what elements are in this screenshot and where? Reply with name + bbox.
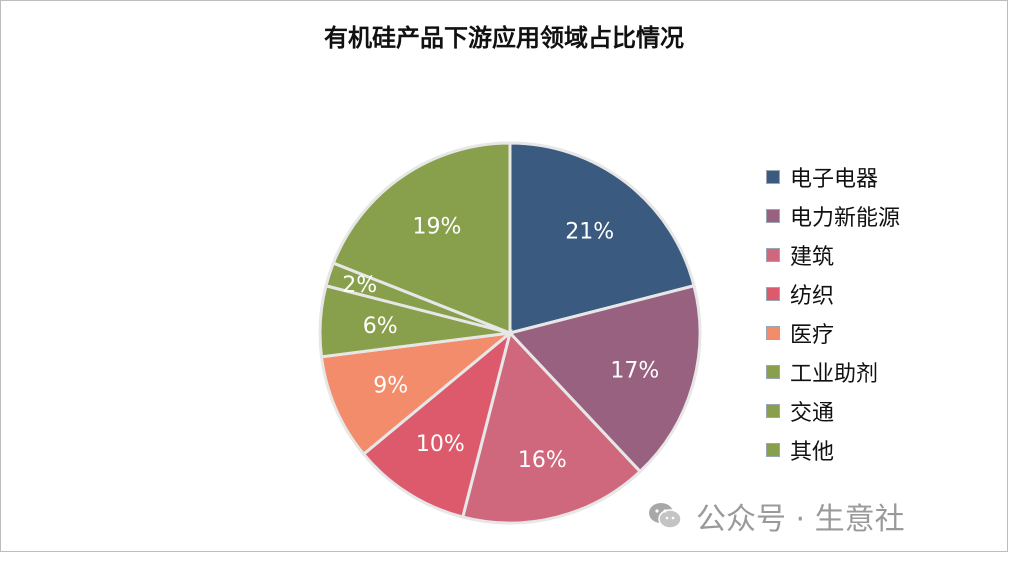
legend-item-1: 电力新能源: [766, 196, 900, 235]
legend-swatch: [766, 247, 780, 262]
legend-item-2: 建筑: [766, 235, 900, 274]
legend-item-5: 工业助剂: [766, 352, 900, 391]
slice-label-4: 9%: [373, 374, 408, 399]
pie-slice-2: [460, 329, 643, 525]
slice-label-0: 21%: [565, 219, 614, 244]
legend-item-7: 其他: [766, 430, 900, 469]
pie-slice-3: [361, 328, 513, 519]
watermark-text: 公众号 · 生意社: [696, 502, 905, 537]
pie-labels: 21% 17% 16% 10% 9% 6% 2% 19%: [342, 214, 659, 472]
legend-label: 医疗: [790, 322, 835, 348]
pie-slice-1: [507, 283, 702, 474]
legend-swatch: [766, 325, 780, 340]
legend-label: 电子电器: [790, 166, 879, 192]
legend-item-3: 纺织: [766, 274, 900, 313]
legend-label: 交通: [790, 400, 835, 426]
slice-label-6: 2%: [342, 273, 377, 298]
slice-label-7: 19%: [412, 214, 461, 239]
legend-swatch: [766, 403, 780, 418]
pie-slice-7: [331, 141, 512, 336]
legend-swatch: [766, 208, 780, 223]
legend-label: 建筑: [790, 244, 835, 270]
legend-item-0: 电子电器: [766, 157, 900, 196]
legend-label: 其他: [790, 439, 835, 465]
legend-swatch: [766, 169, 780, 184]
slice-label-5: 6%: [363, 314, 398, 339]
wechat-icon: [649, 503, 682, 529]
legend: 电子电器电力新能源建筑纺织医疗工业助剂交通其他: [766, 157, 900, 469]
legend-label: 工业助剂: [790, 361, 879, 387]
legend-swatch: [766, 286, 780, 301]
legend-label: 电力新能源: [790, 205, 901, 231]
pie-slices: [318, 141, 702, 525]
legend-swatch: [766, 442, 780, 457]
legend-item-4: 医疗: [766, 313, 900, 352]
slice-label-3: 10%: [416, 432, 465, 457]
pie-slice-0: [508, 141, 696, 335]
legend-swatch: [766, 364, 780, 379]
slice-label-1: 17%: [610, 358, 659, 383]
chart-title: 有机硅产品下游应用领域占比情况: [324, 24, 684, 52]
pie-slice-4: [319, 330, 515, 457]
legend-item-6: 交通: [766, 391, 900, 430]
slice-label-2: 16%: [518, 448, 567, 473]
legend-label: 纺织: [790, 283, 835, 309]
watermark: 公众号 · 生意社: [648, 494, 905, 538]
